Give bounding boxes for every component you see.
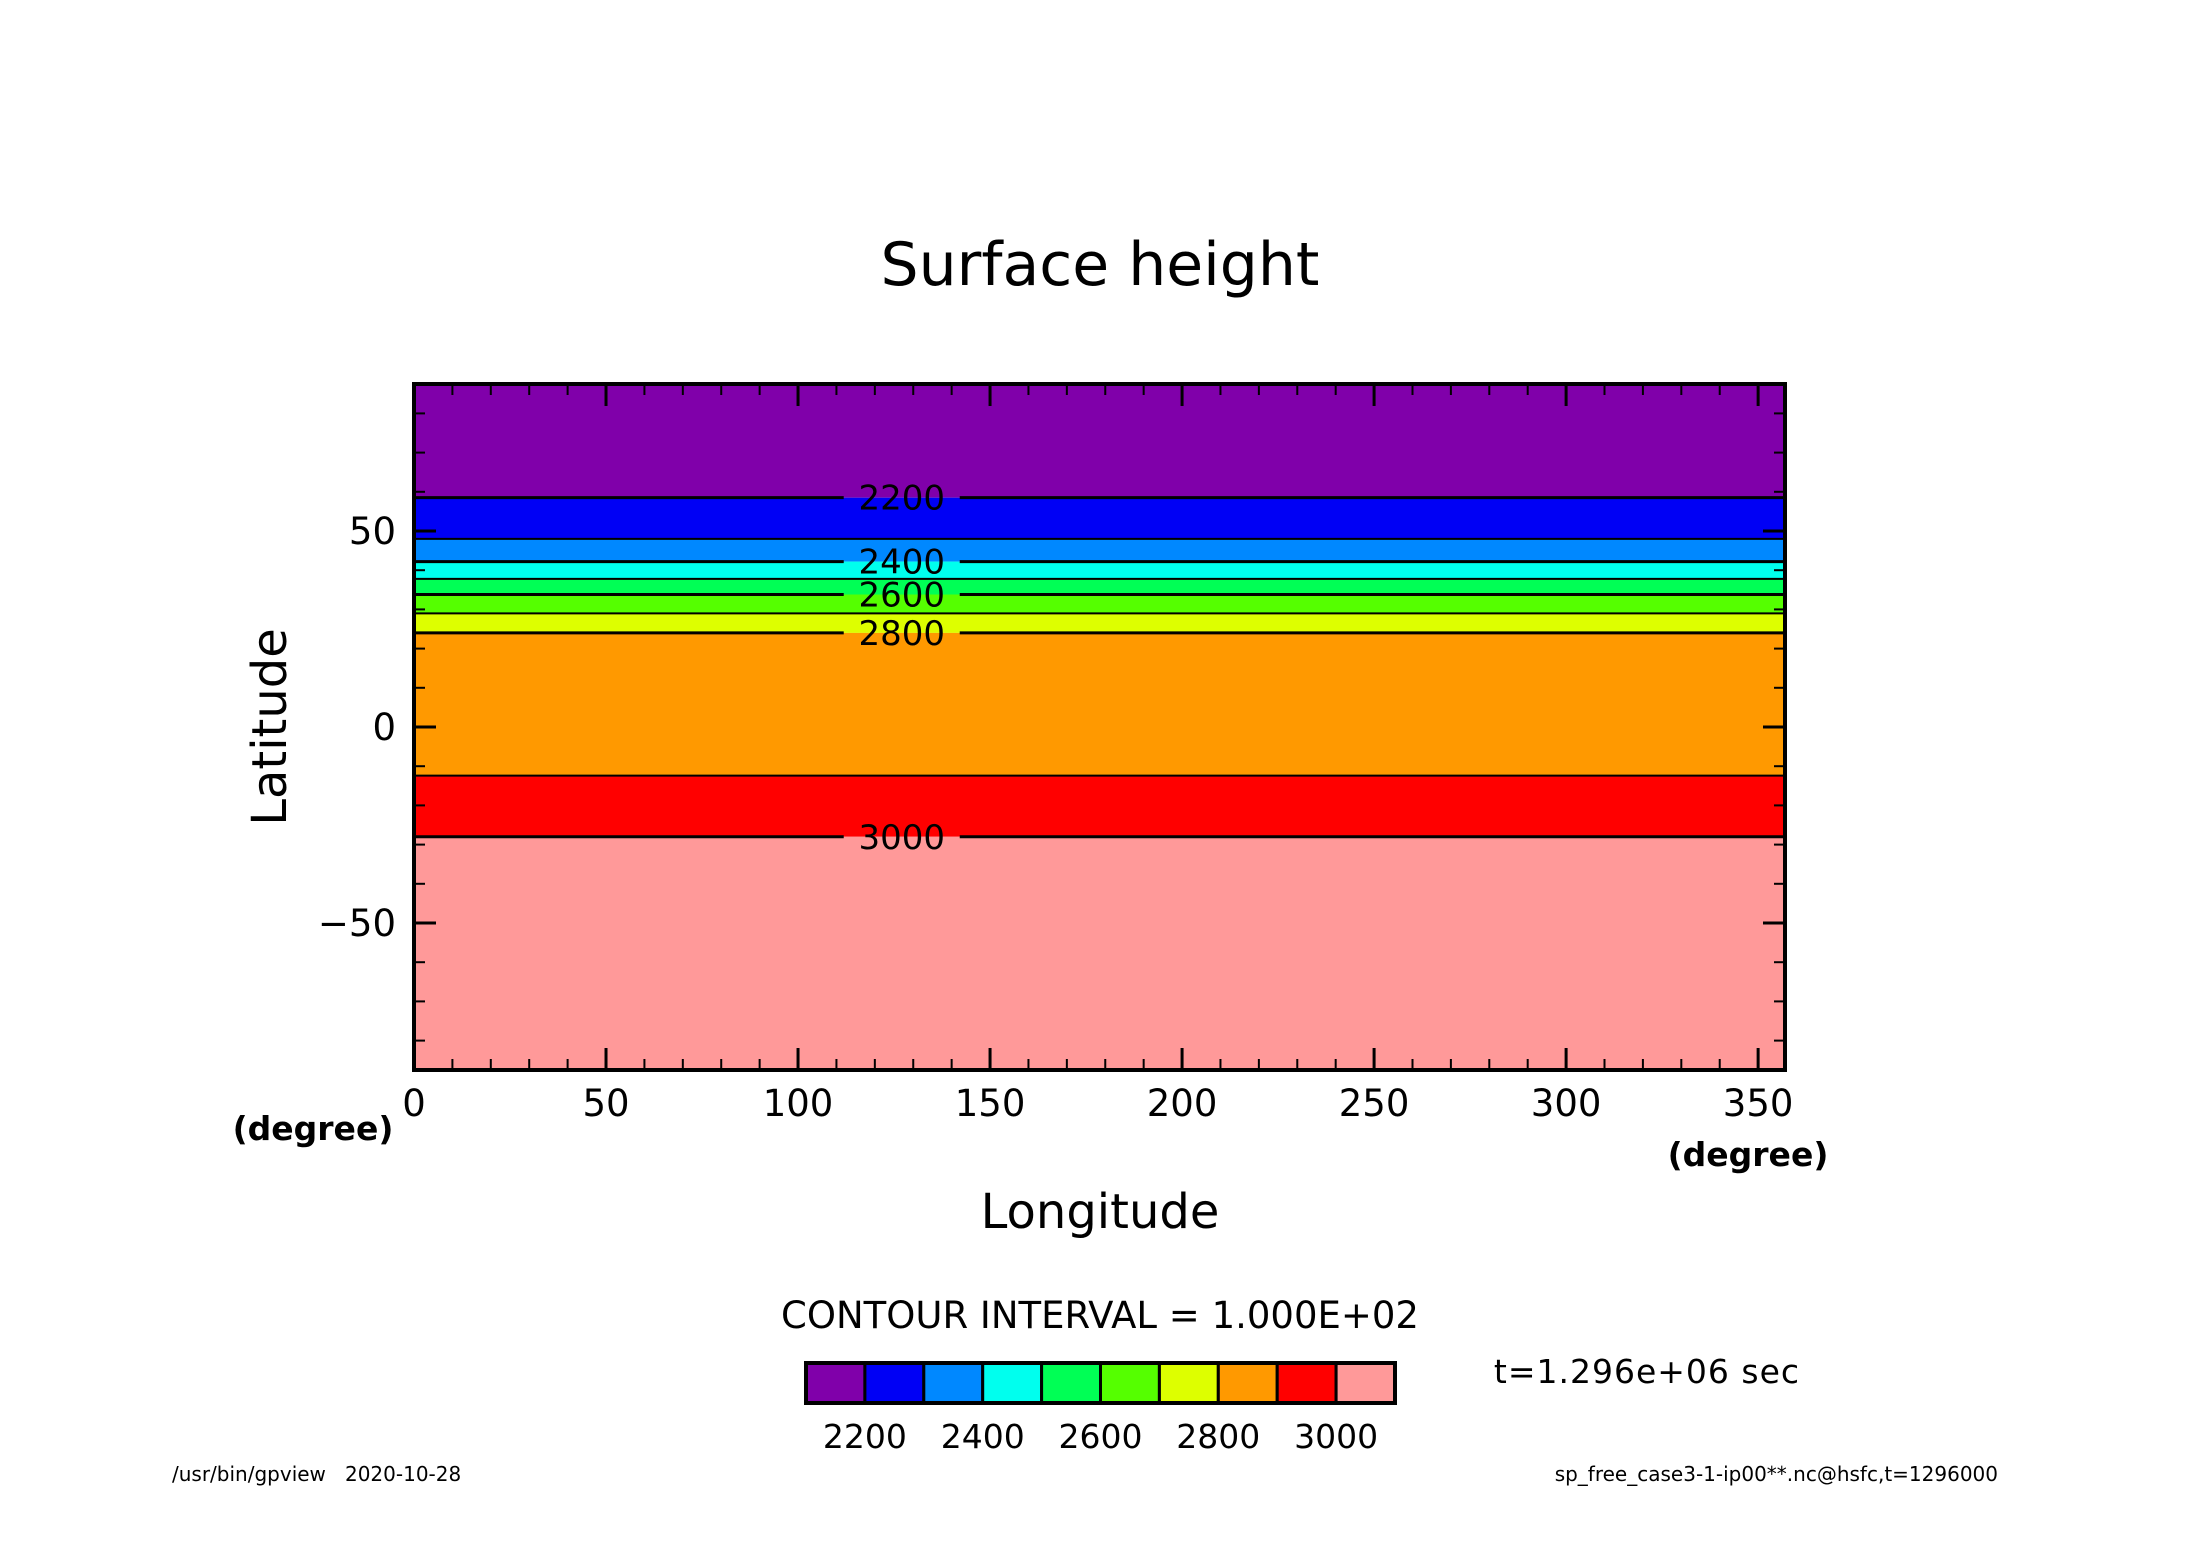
contour-label: 2600 [858,576,945,616]
colorbar-swatch [1099,1361,1161,1405]
time-label: t=1.296e+06 sec [1494,1352,1800,1391]
colorbar-swatch [1157,1361,1220,1405]
band-2 [414,538,1785,562]
colorbar-swatch [922,1361,985,1405]
colorbar-tick-label: 3000 [1294,1417,1378,1456]
x-tick-label: 350 [1723,1082,1794,1125]
y-axis-label: Latitude [242,628,298,826]
x-tick-label: 100 [763,1082,834,1125]
colorbar [804,1361,1397,1405]
contour-label: 2400 [858,543,945,583]
colorbar-tick-label: 2800 [1176,1417,1260,1456]
colorbar-labels: 2200 2400 2600 2800 3000 [823,1417,1378,1456]
footer-right: sp_free_case3-1-ip00**.nc@hsfc,t=1296000 [1555,1462,1998,1486]
colorbar-swatch [1275,1361,1338,1405]
band-7 [414,632,1785,776]
band-0 [414,384,1785,498]
band-9 [414,836,1785,1070]
footer-left: /usr/bin/gpview 2020-10-28 [172,1462,461,1486]
band-5 [414,594,1785,614]
chart-title: Surface height [881,230,1320,300]
x-tick-label: 0 [402,1082,426,1125]
colorbar-swatch [1040,1361,1102,1405]
contour-interval-label: CONTOUR INTERVAL = 1.000E+02 [781,1294,1419,1337]
x-tick-label: 200 [1147,1082,1218,1125]
band-8 [414,775,1785,837]
x-tick-label: 150 [955,1082,1026,1125]
band-6 [414,613,1785,633]
contour-label: 3000 [858,818,945,858]
colorbar-swatch [1334,1361,1397,1405]
colorbar-tick-label: 2400 [941,1417,1025,1456]
x-axis-label: Longitude [981,1184,1220,1240]
band-3 [414,561,1785,579]
colorbar-swatch [863,1361,926,1405]
contour-label: 2800 [858,614,945,654]
colorbar-swatch [804,1361,867,1405]
x-tick-label: 250 [1339,1082,1410,1125]
colorbar-frame [804,1361,1397,1405]
x-tick-labels: 0 50 100 150 200 250 300 350 [402,1082,1793,1125]
band-4 [414,578,1785,595]
filled-bands [414,384,1785,1070]
y-tick-labels: 50 0 −50 [318,510,396,945]
colorbar-tick-label: 2200 [823,1417,907,1456]
x-units-right: (degree) [1668,1135,1829,1174]
plot-frame [412,382,1787,1072]
band-1 [414,497,1785,539]
contour-label: 2200 [858,479,945,519]
colorbar-tick-label: 2600 [1059,1417,1143,1456]
x-units-left: (degree) [233,1109,394,1148]
x-tick-label: 50 [582,1082,629,1125]
colorbar-swatch [1216,1361,1279,1405]
y-tick-label: −50 [318,902,396,945]
colorbar-swatch [981,1361,1044,1405]
y-tick-label: 50 [349,510,396,553]
y-tick-label: 0 [372,706,396,749]
x-tick-label: 300 [1531,1082,1602,1125]
